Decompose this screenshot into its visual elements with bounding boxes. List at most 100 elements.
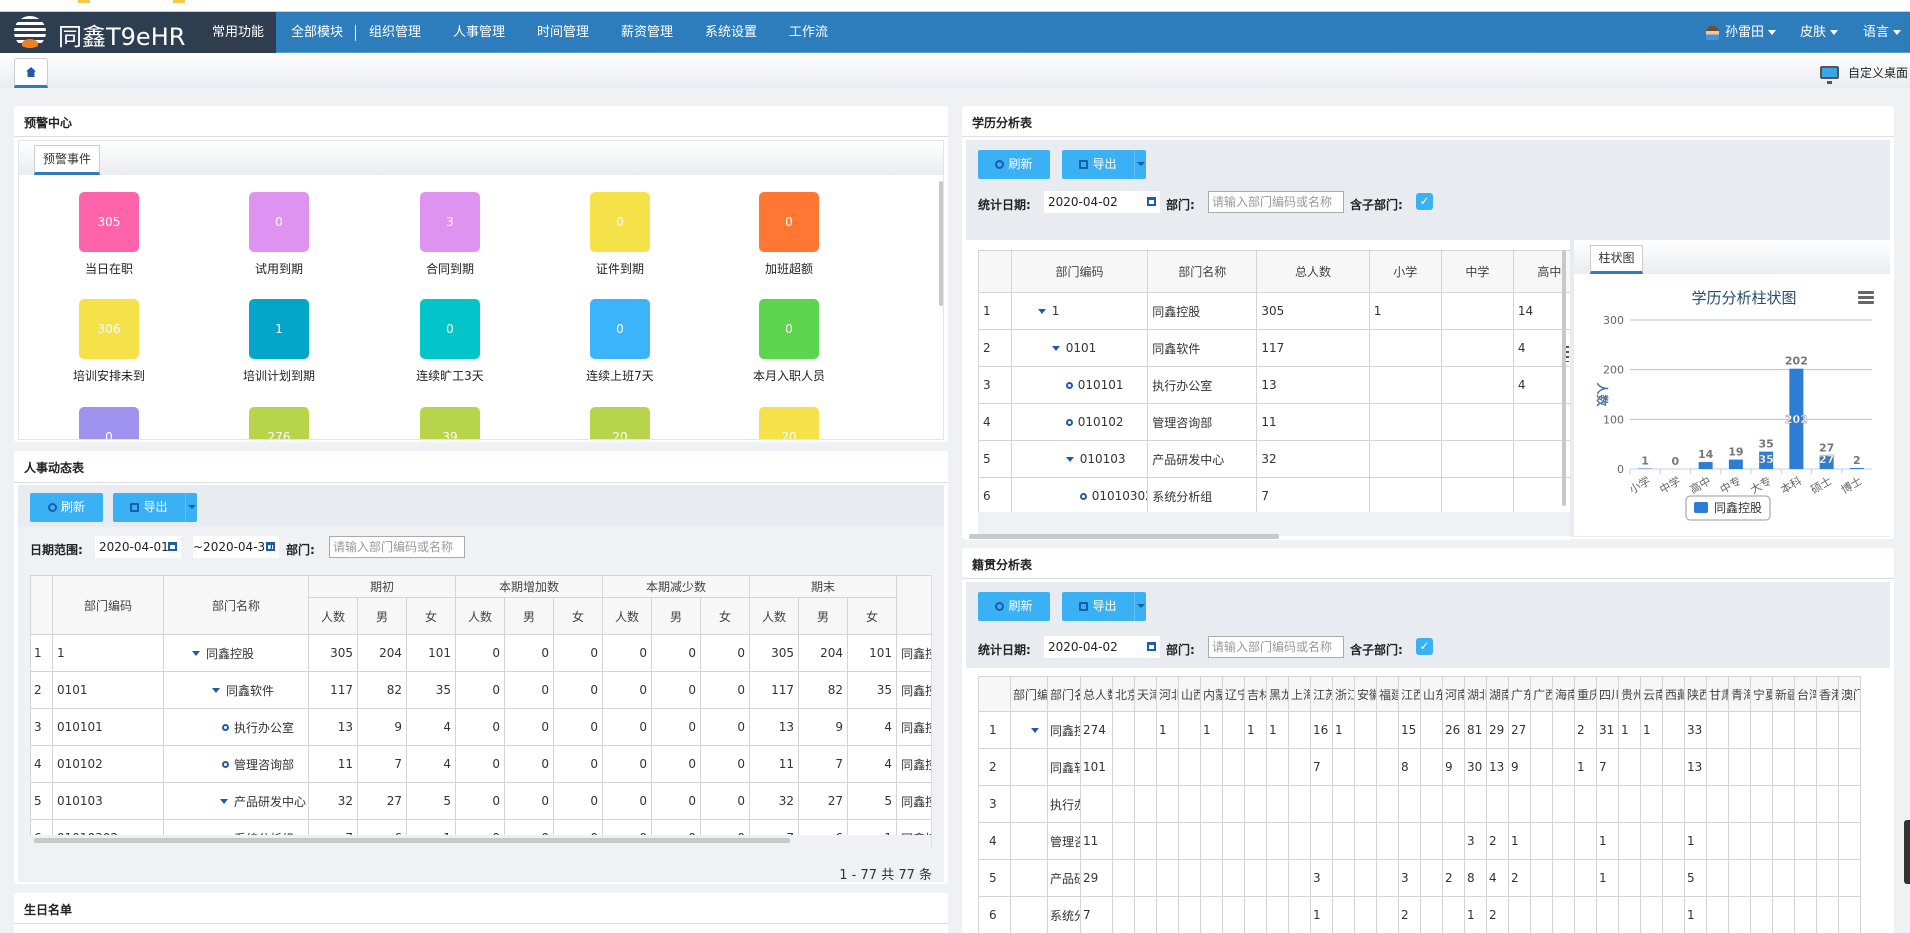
col-header[interactable]: 重庆 xyxy=(1575,677,1597,712)
col-header[interactable]: 福建 xyxy=(1377,677,1399,712)
scrollbar[interactable] xyxy=(939,181,943,306)
horizontal-scrollbar[interactable] xyxy=(969,534,1279,539)
table-row[interactable]: 5010103产品研发中心3227500000032275同鑫控股 xyxy=(31,783,933,820)
horizontal-scrollbar[interactable] xyxy=(34,838,790,843)
warning-tile[interactable]: 0 xyxy=(249,192,309,252)
export-button[interactable]: 导出 xyxy=(1062,592,1146,621)
nav-workflow[interactable]: 工作流 xyxy=(789,12,828,53)
bar-高中[interactable] xyxy=(1699,462,1713,469)
col-header[interactable]: 辽宁 xyxy=(1223,677,1245,712)
calendar-icon[interactable] xyxy=(266,542,275,551)
dept-search-input[interactable] xyxy=(1208,636,1344,658)
skin-menu[interactable]: 皮肤 xyxy=(1800,12,1838,53)
warning-tile[interactable]: 0 xyxy=(590,192,650,252)
warning-tile[interactable]: 0 xyxy=(759,299,819,359)
calendar-icon[interactable] xyxy=(1147,197,1156,206)
nav-settings[interactable]: 系统设置 xyxy=(705,12,757,53)
col-header[interactable]: 中学 xyxy=(1441,251,1513,293)
col-header[interactable]: 小学 xyxy=(1369,251,1441,293)
warning-tile[interactable]: 276 xyxy=(249,407,309,439)
warning-tile[interactable]: 0 xyxy=(79,407,139,439)
custom-desktop-button[interactable]: 自定义桌面 xyxy=(1820,63,1908,83)
col-header[interactable]: 广西 xyxy=(1531,677,1553,712)
refresh-button[interactable]: 刷新 xyxy=(30,493,103,522)
col-header[interactable]: 总人数 xyxy=(1081,677,1113,712)
nav-org[interactable]: 组织管理 xyxy=(369,12,421,53)
include-sub-checkbox[interactable]: ✓ xyxy=(1416,638,1433,655)
expand-caret-icon[interactable] xyxy=(1052,346,1060,351)
warning-tile[interactable]: 305 xyxy=(79,192,139,252)
warning-tile[interactable]: 0 xyxy=(420,299,480,359)
col-header[interactable]: 陕西 xyxy=(1685,677,1707,712)
refresh-button[interactable]: 刷新 xyxy=(978,150,1050,179)
table-row[interactable]: 20101同鑫软件11744 xyxy=(979,330,1571,367)
col-header[interactable]: 安徽 xyxy=(1355,677,1377,712)
export-button[interactable]: 导出 xyxy=(1062,150,1146,179)
col-header[interactable]: 河北 xyxy=(1157,677,1179,712)
col-header[interactable]: 部门编码 xyxy=(1011,677,1048,712)
col-header[interactable]: 部门名称 xyxy=(1148,251,1257,293)
expand-caret-icon[interactable] xyxy=(1038,309,1046,314)
nav-time[interactable]: 时间管理 xyxy=(537,12,589,53)
legend-swatch[interactable] xyxy=(1694,502,1708,513)
warning-tile[interactable]: 20 xyxy=(759,407,819,439)
calendar-icon[interactable] xyxy=(1147,642,1156,651)
dept-search-input[interactable] xyxy=(329,536,465,558)
stat-date-input[interactable]: 2020-04-02 xyxy=(1044,636,1160,658)
col-header[interactable]: 湖北 xyxy=(1465,677,1487,712)
export-dropdown-toggle[interactable] xyxy=(1134,592,1146,621)
warning-tile[interactable]: 39 xyxy=(420,407,480,439)
col-header[interactable]: 内蒙古 xyxy=(1201,677,1223,712)
nav-personnel[interactable]: 人事管理 xyxy=(453,12,505,53)
export-dropdown-toggle[interactable] xyxy=(1134,150,1146,179)
col-header[interactable]: 云南 xyxy=(1641,677,1663,712)
col-header[interactable]: 广东 xyxy=(1509,677,1531,712)
col-header[interactable]: 甘肃 xyxy=(1707,677,1729,712)
expand-caret-icon[interactable] xyxy=(1031,728,1039,733)
col-header[interactable]: 江西 xyxy=(1399,677,1421,712)
table-row[interactable]: 5产品研发中心2933284215 xyxy=(979,860,1861,897)
col-header[interactable]: 宁夏 xyxy=(1751,677,1773,712)
col-header[interactable]: 青海 xyxy=(1729,677,1751,712)
table-row[interactable]: 4010102管理咨询部11740000001174同鑫控股 xyxy=(31,746,933,783)
col-header[interactable]: 部门名称 xyxy=(1048,677,1081,712)
export-button[interactable]: 导出 xyxy=(113,493,197,522)
col-header[interactable]: 黑龙江 xyxy=(1267,677,1289,712)
col-header[interactable]: 台湾 xyxy=(1795,677,1817,712)
table-row[interactable]: 2同鑫软件101789301391713 xyxy=(979,749,1861,786)
date-from-input[interactable]: 2020-04-01 xyxy=(95,536,181,558)
export-dropdown-toggle[interactable] xyxy=(185,493,197,522)
warning-tile[interactable]: 306 xyxy=(79,299,139,359)
table-row[interactable]: 20101同鑫软件11782350000001178235同鑫控股 xyxy=(31,672,933,709)
table-row[interactable]: 1同鑫控股274111116115268129272311133 xyxy=(979,712,1861,749)
col-header[interactable]: 四川 xyxy=(1597,677,1619,712)
table-row[interactable]: 11同鑫控股30511419 xyxy=(979,293,1571,330)
table-row[interactable]: 4管理咨询部1132111 xyxy=(979,823,1861,860)
bar-博士[interactable] xyxy=(1850,468,1864,469)
col-header[interactable]: 河南 xyxy=(1443,677,1465,712)
table-row[interactable]: 11同鑫控股305204101000000305204101同鑫控股 xyxy=(31,635,933,672)
side-scroll-handle[interactable] xyxy=(1904,820,1910,884)
table-row[interactable]: 3010101执行办公室13940000001394同鑫控股 xyxy=(31,709,933,746)
col-header[interactable]: 海南 xyxy=(1553,677,1575,712)
warning-tile[interactable]: 1 xyxy=(249,299,309,359)
include-sub-checkbox[interactable]: ✓ xyxy=(1416,193,1433,210)
warning-tile[interactable]: 20 xyxy=(590,407,650,439)
col-header[interactable]: 湖南 xyxy=(1487,677,1509,712)
col-header[interactable]: 西藏 xyxy=(1663,677,1685,712)
legend-label[interactable]: 同鑫控股 xyxy=(1714,500,1762,515)
splitter-handle[interactable] xyxy=(1566,346,1569,362)
warning-tile[interactable]: 0 xyxy=(590,299,650,359)
col-header[interactable]: 澳门 xyxy=(1839,677,1861,712)
warning-tile[interactable]: 0 xyxy=(759,192,819,252)
home-tab[interactable] xyxy=(14,58,48,88)
dept-search-input[interactable] xyxy=(1208,191,1344,213)
expand-caret-icon[interactable] xyxy=(1066,457,1074,462)
chart-menu-icon[interactable] xyxy=(1858,291,1874,304)
refresh-button[interactable]: 刷新 xyxy=(978,592,1050,621)
col-header[interactable]: 山西 xyxy=(1179,677,1201,712)
